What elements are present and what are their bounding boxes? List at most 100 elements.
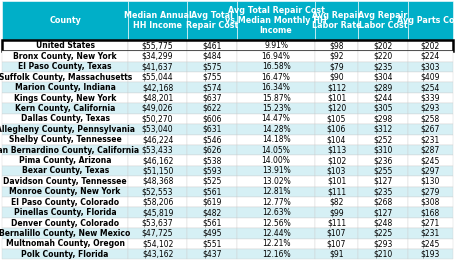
Text: 13.91%: 13.91%	[262, 166, 291, 175]
Bar	[358, 249, 408, 259]
Bar	[128, 145, 187, 155]
Bar	[2, 249, 128, 259]
Bar	[128, 207, 187, 218]
Bar	[187, 135, 237, 145]
Text: $297: $297	[420, 166, 440, 175]
Text: $79: $79	[329, 62, 344, 71]
Bar	[408, 51, 453, 62]
Text: $626: $626	[202, 145, 222, 155]
Bar	[187, 40, 237, 51]
Text: Denver County, Colorado: Denver County, Colorado	[11, 218, 119, 227]
Bar	[2, 176, 128, 187]
Text: 14.05%: 14.05%	[262, 145, 291, 155]
Bar	[408, 155, 453, 166]
Bar	[358, 187, 408, 197]
Text: $525: $525	[202, 177, 222, 186]
Text: El Paso County, Texas: El Paso County, Texas	[18, 62, 112, 71]
Text: $755: $755	[202, 73, 222, 82]
Text: $551: $551	[202, 239, 222, 248]
Text: $54,102: $54,102	[142, 239, 173, 248]
Bar	[2, 239, 128, 249]
Bar	[2, 40, 128, 51]
Text: $619: $619	[202, 198, 222, 207]
Bar	[128, 103, 187, 114]
Bar	[358, 218, 408, 228]
Bar	[187, 176, 237, 187]
Text: 12.56%: 12.56%	[262, 218, 291, 227]
Bar	[2, 72, 128, 82]
Text: 9.91%: 9.91%	[264, 41, 288, 50]
Bar	[315, 218, 358, 228]
Text: $258: $258	[420, 114, 440, 123]
Text: County: County	[49, 16, 81, 25]
Text: $546: $546	[202, 135, 222, 144]
Bar	[408, 62, 453, 72]
Bar	[2, 228, 128, 239]
Text: 12.81%: 12.81%	[262, 187, 291, 196]
Text: $231: $231	[420, 135, 440, 144]
Bar	[315, 155, 358, 166]
Text: $53,040: $53,040	[142, 125, 173, 134]
Bar	[128, 40, 187, 51]
Bar	[358, 1, 408, 40]
Text: $622: $622	[202, 104, 222, 113]
Bar	[408, 197, 453, 207]
Bar	[237, 197, 315, 207]
Text: $254: $254	[420, 83, 440, 92]
Text: Davidson County, Tennessee: Davidson County, Tennessee	[3, 177, 127, 186]
Bar	[237, 1, 315, 40]
Text: $102: $102	[327, 156, 346, 165]
Text: $127: $127	[373, 208, 392, 217]
Bar	[315, 207, 358, 218]
Bar	[358, 124, 408, 135]
Text: $103: $103	[327, 166, 346, 175]
Text: $53,637: $53,637	[142, 218, 173, 227]
Bar	[237, 124, 315, 135]
Bar	[128, 135, 187, 145]
Text: Allegheny County, Pennsylvania: Allegheny County, Pennsylvania	[0, 125, 135, 134]
Text: $593: $593	[202, 166, 222, 175]
Text: $236: $236	[373, 156, 392, 165]
Bar	[2, 103, 128, 114]
Text: $202: $202	[420, 41, 440, 50]
Bar	[128, 187, 187, 197]
Text: $43,162: $43,162	[142, 250, 173, 259]
Text: $561: $561	[202, 187, 222, 196]
Bar	[187, 187, 237, 197]
Text: $53,433: $53,433	[142, 145, 173, 155]
Text: United States: United States	[36, 41, 95, 50]
Text: $339: $339	[420, 93, 440, 102]
Text: $41,637: $41,637	[142, 62, 173, 71]
Bar	[2, 114, 128, 124]
Bar	[408, 1, 453, 40]
Text: Pima County, Arizona: Pima County, Arizona	[19, 156, 111, 165]
Text: 14.00%: 14.00%	[262, 156, 291, 165]
Text: Avg Repair
Labor Rate: Avg Repair Labor Rate	[312, 11, 361, 30]
Text: $48,368: $48,368	[142, 177, 173, 186]
Text: $91: $91	[329, 250, 344, 259]
Text: Bexar County, Texas: Bexar County, Texas	[21, 166, 109, 175]
Bar	[187, 62, 237, 72]
Text: $289: $289	[373, 83, 392, 92]
Bar	[187, 1, 237, 40]
Bar	[128, 93, 187, 103]
Bar	[315, 103, 358, 114]
Bar	[2, 62, 128, 72]
Bar	[358, 62, 408, 72]
Bar	[408, 40, 453, 51]
Text: $224: $224	[420, 52, 440, 61]
Text: Avg Repair
Labor Cost: Avg Repair Labor Cost	[358, 11, 408, 30]
Bar	[358, 176, 408, 187]
Bar	[187, 218, 237, 228]
Text: $271: $271	[420, 218, 440, 227]
Bar	[315, 62, 358, 72]
Bar	[237, 228, 315, 239]
Bar	[358, 145, 408, 155]
Text: $631: $631	[202, 125, 222, 134]
Bar	[358, 82, 408, 93]
Bar	[2, 166, 128, 176]
Text: $113: $113	[327, 145, 346, 155]
Text: San Bernardino County, California: San Bernardino County, California	[0, 145, 139, 155]
Text: $298: $298	[373, 114, 392, 123]
Bar	[408, 82, 453, 93]
